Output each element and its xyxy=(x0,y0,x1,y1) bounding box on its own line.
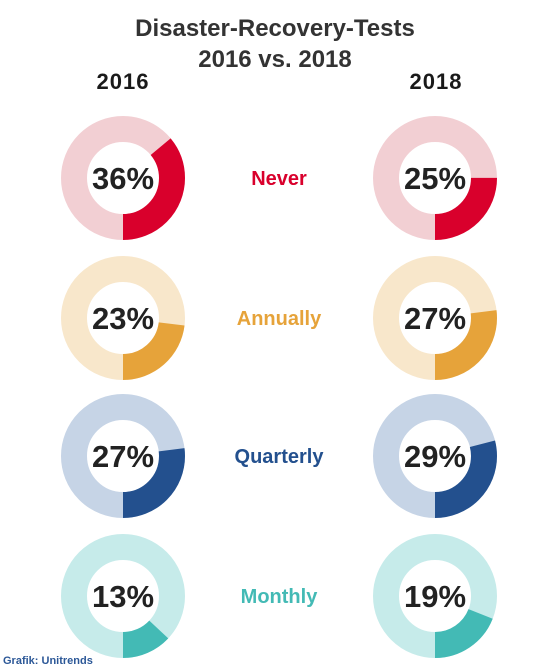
donut-never-2016-segment xyxy=(61,116,185,240)
donut-monthly-2016-segment xyxy=(61,534,185,658)
donut-annually-2018-value-label: 27% xyxy=(404,301,466,336)
donut-never-2018-value-label: 25% xyxy=(404,161,466,196)
chart-subtitle: 2016 vs. 2018 xyxy=(198,46,352,73)
chart-title: Disaster-Recovery-Tests xyxy=(135,15,415,42)
donut-quarterly-2016: 27% xyxy=(61,394,185,518)
category-label-annually: Annually xyxy=(237,308,322,330)
donut-quarterly-2016-segment xyxy=(61,394,185,518)
donut-annually-2016: 23% xyxy=(61,256,185,380)
donut-quarterly-2018-value-label: 29% xyxy=(404,439,466,474)
column-label-2016: 2016 xyxy=(96,69,150,94)
donut-never-2018-segment xyxy=(373,116,497,240)
donut-monthly-2018-segment xyxy=(373,534,497,658)
donut-monthly-2016: 13% xyxy=(61,534,185,658)
donut-never-2018: 25% xyxy=(373,116,497,240)
column-label-2018: 2018 xyxy=(409,69,463,94)
donut-annually-2018: 27% xyxy=(373,256,497,380)
category-label-monthly: Monthly xyxy=(241,586,319,608)
donut-monthly-2016-value-label: 13% xyxy=(92,579,154,614)
donut-quarterly-2018-segment xyxy=(373,394,497,518)
donut-quarterly-2018: 29% xyxy=(373,394,497,518)
donut-annually-2016-value-label: 23% xyxy=(92,301,154,336)
donut-annually-2018-segment xyxy=(373,256,497,380)
category-label-never: Never xyxy=(251,168,307,190)
donut-never-2016-value-label: 36% xyxy=(92,161,154,196)
donut-annually-2016-segment xyxy=(61,256,185,380)
donut-monthly-2018: 19% xyxy=(373,534,497,658)
category-label-quarterly: Quarterly xyxy=(235,446,325,468)
source-credit: Grafik: Unitrends xyxy=(3,655,93,667)
donut-quarterly-2016-value-label: 27% xyxy=(92,439,154,474)
donut-monthly-2018-value-label: 19% xyxy=(404,579,466,614)
donut-never-2016: 36% xyxy=(61,116,185,240)
